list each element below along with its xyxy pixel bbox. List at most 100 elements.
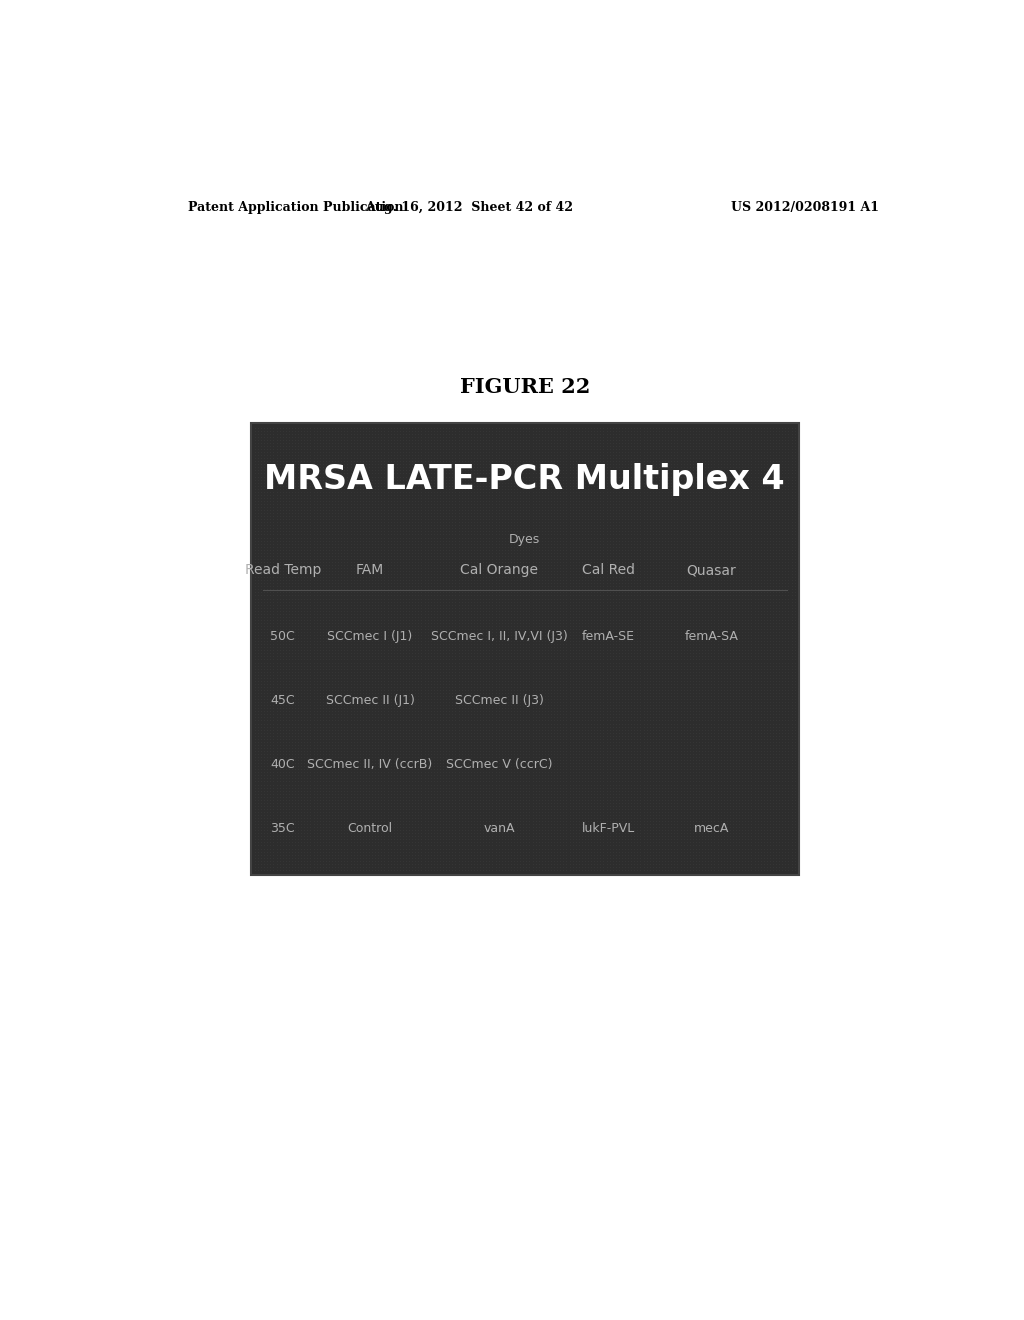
Point (644, 459, 660, 480)
Point (281, 715, 297, 737)
Point (336, 685, 352, 706)
Point (287, 755, 303, 776)
Point (339, 601, 355, 622)
Point (262, 603, 279, 624)
Point (441, 750, 458, 771)
Point (336, 612, 352, 634)
Point (262, 426, 279, 447)
Point (623, 594, 639, 615)
Point (685, 506, 701, 527)
Point (490, 469, 507, 490)
Point (750, 853, 766, 874)
Point (700, 680, 717, 701)
Point (657, 847, 674, 869)
Point (759, 792, 775, 813)
Point (367, 445, 383, 466)
Point (386, 521, 402, 543)
Point (731, 597, 748, 618)
Point (408, 445, 424, 466)
Point (759, 710, 775, 731)
Point (527, 661, 544, 682)
Point (660, 731, 677, 752)
Point (765, 433, 781, 454)
Point (290, 813, 306, 834)
Point (247, 475, 263, 496)
Point (376, 624, 392, 645)
Point (305, 490, 322, 511)
Point (457, 459, 473, 480)
Point (598, 420, 614, 441)
Point (537, 829, 553, 850)
Point (487, 698, 504, 719)
Point (734, 445, 751, 466)
Point (740, 853, 757, 874)
Point (753, 438, 769, 459)
Point (707, 457, 723, 478)
Point (373, 777, 389, 799)
Point (647, 624, 664, 645)
Point (725, 576, 741, 597)
Point (664, 527, 680, 548)
Point (330, 585, 346, 606)
Point (370, 841, 386, 862)
Point (580, 759, 596, 780)
Point (641, 813, 657, 834)
Point (601, 496, 617, 517)
Point (247, 564, 263, 585)
Point (253, 713, 269, 734)
Point (487, 585, 504, 606)
Point (657, 566, 674, 587)
Point (746, 676, 763, 697)
Point (426, 536, 442, 557)
Point (601, 645, 617, 667)
Point (389, 545, 406, 566)
Point (351, 475, 368, 496)
Point (700, 603, 717, 624)
Point (620, 499, 636, 520)
Point (552, 640, 568, 661)
Point (259, 417, 275, 438)
Point (373, 570, 389, 591)
Point (697, 847, 714, 869)
Point (753, 715, 769, 737)
Point (475, 661, 492, 682)
Point (521, 426, 538, 447)
Point (484, 799, 501, 820)
Point (713, 725, 729, 746)
Point (716, 533, 732, 554)
Point (657, 826, 674, 847)
Point (518, 734, 535, 755)
Point (753, 680, 769, 701)
Point (339, 667, 355, 688)
Point (515, 478, 531, 499)
Point (457, 454, 473, 475)
Point (367, 424, 383, 445)
Point (632, 764, 648, 785)
Point (447, 649, 464, 671)
Point (503, 822, 519, 843)
Point (598, 847, 614, 869)
Point (580, 517, 596, 539)
Point (411, 787, 427, 808)
Text: Read Temp: Read Temp (245, 564, 321, 577)
Point (546, 566, 562, 587)
Point (598, 698, 614, 719)
Point (777, 804, 794, 825)
Point (710, 857, 726, 878)
Point (345, 603, 361, 624)
Point (395, 631, 412, 652)
Point (454, 780, 470, 801)
Point (500, 643, 516, 664)
Point (580, 655, 596, 676)
Point (713, 820, 729, 841)
Point (395, 843, 412, 865)
Point (586, 496, 602, 517)
Point (783, 792, 800, 813)
Point (404, 725, 421, 746)
Point (308, 843, 325, 865)
Point (713, 445, 729, 466)
Point (256, 438, 272, 459)
Point (589, 469, 605, 490)
Point (296, 659, 312, 680)
Point (657, 512, 674, 533)
